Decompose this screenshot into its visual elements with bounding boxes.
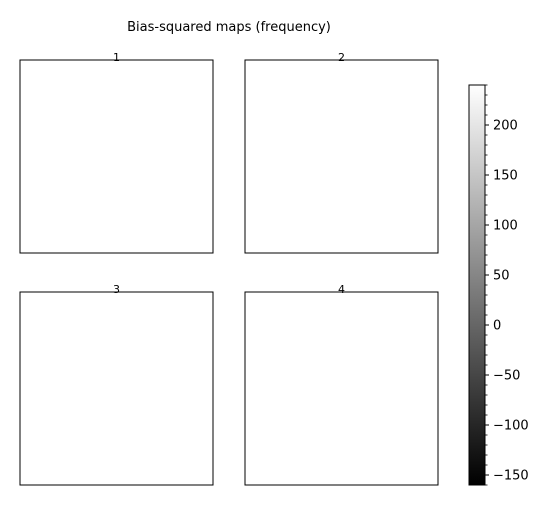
colorbar-tick-label: −150 bbox=[493, 469, 529, 484]
colorbar-tick-label: 100 bbox=[493, 219, 518, 234]
heatmap-panel-1 bbox=[19, 59, 214, 254]
colorbar-tick-label: 50 bbox=[493, 269, 510, 284]
colorbar bbox=[468, 84, 486, 486]
colorbar-tick-label: 150 bbox=[493, 169, 518, 184]
panel-label-4: 4 bbox=[338, 283, 345, 296]
colorbar-tick-label: 0 bbox=[493, 319, 501, 334]
panel-label-1: 1 bbox=[113, 51, 120, 64]
colorbar-tick-label: −100 bbox=[493, 419, 529, 434]
panel-label-3: 3 bbox=[113, 283, 120, 296]
chart-title: Bias-squared maps (frequency) bbox=[127, 20, 331, 35]
panel-label-2: 2 bbox=[338, 51, 345, 64]
heatmap-panel-2 bbox=[244, 59, 439, 254]
colorbar-ticks: 200 150 100 50 0 −50 −100 −150 bbox=[485, 84, 529, 486]
colorbar-tick-label: −50 bbox=[493, 369, 520, 384]
heatmap-panel-4 bbox=[244, 291, 439, 486]
heatmap-panel-3 bbox=[19, 291, 214, 486]
colorbar-tick-label: 200 bbox=[493, 119, 518, 134]
